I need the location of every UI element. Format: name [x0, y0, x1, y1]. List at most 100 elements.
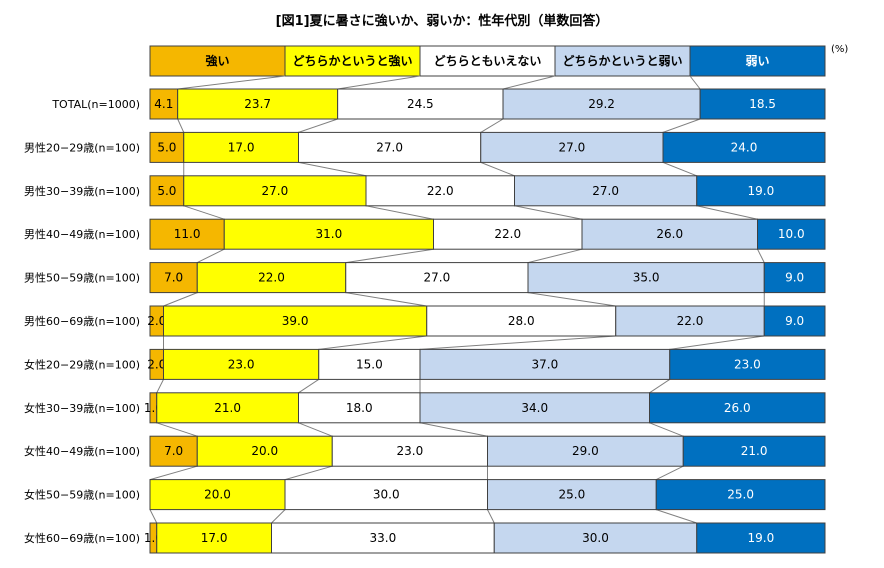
data-label-somewhat-weak: 25.0: [559, 488, 586, 502]
connector-line: [662, 161, 697, 177]
legend-label-strong: 強い: [205, 53, 229, 68]
chart-title: [図1]夏に暑さに強いか、弱いか：性年代別（単数回答）: [275, 14, 609, 29]
data-label-weak: 19.0: [748, 531, 775, 545]
bar-segment-neither: [426, 305, 617, 337]
category-labels: TOTAL(n=1000) 男性20−29歳(n=100) 男性30−39歳(n=1…: [24, 98, 140, 545]
bar-segment-somewhat-weak: [502, 88, 701, 120]
data-label-strong: 11.0: [174, 227, 201, 241]
bar-segment-neither: [433, 218, 583, 250]
legend-label-somewhat-weak: どちらかというと弱い: [562, 53, 682, 68]
connector-line: [696, 205, 758, 220]
data-label-somewhat-weak: 27.0: [592, 184, 619, 198]
bar-segment-somewhat-weak: [493, 522, 698, 554]
connector-line: [689, 75, 701, 90]
connector-line: [163, 292, 198, 307]
connector-line: [480, 118, 504, 133]
bar-segment-neither: [318, 348, 421, 380]
data-label-somewhat-strong: 39.0: [282, 314, 309, 328]
data-label-neither: 30.0: [373, 488, 400, 502]
data-label-neither: 22.0: [494, 227, 521, 241]
bar-segment-strong: [149, 131, 185, 163]
data-label-strong: 5.0: [157, 140, 176, 154]
data-label-somewhat-weak: 30.0: [582, 531, 609, 545]
bar-segment-weak: [682, 435, 826, 467]
connector-line: [662, 118, 701, 133]
bar-segment-somewhat-weak: [419, 392, 650, 424]
bar-segment-neither: [365, 175, 515, 207]
bar-segment-somewhat-strong: [163, 348, 320, 380]
bar-segment-somewhat-weak: [615, 305, 765, 337]
category-label: TOTAL(n=1000): [51, 98, 140, 111]
bar-segment-somewhat-weak: [419, 348, 671, 380]
connector-line: [656, 465, 684, 481]
data-label-strong: 5.0: [157, 184, 176, 198]
unit-label: (%): [831, 44, 848, 55]
connector-line: [502, 75, 556, 90]
data-label-somewhat-weak: 22.0: [677, 314, 704, 328]
data-label-somewhat-weak: 29.0: [572, 444, 599, 458]
data-label-somewhat-strong: 23.0: [228, 357, 255, 371]
data-label-somewhat-weak: 35.0: [633, 271, 660, 285]
bar-segment-weak: [655, 479, 826, 511]
category-label: 男性30−39歳(n=100): [24, 184, 140, 198]
connector-line: [480, 161, 515, 177]
data-label-strong: 7.0: [164, 271, 183, 285]
connector-line: [197, 248, 225, 264]
data-label-weak: 23.0: [734, 357, 761, 371]
connector-line: [271, 509, 286, 524]
bar-segment-somewhat-weak: [487, 435, 684, 467]
bar-segment-somewhat-weak: [487, 479, 657, 511]
category-label: 女性30−39歳(n=100): [24, 401, 140, 415]
data-label-neither: 23.0: [397, 444, 424, 458]
bar-segment-weak: [763, 305, 826, 337]
bar-segment-neither: [337, 88, 504, 120]
connector-line: [149, 465, 198, 481]
bar-segment-weak: [649, 392, 826, 424]
bar-segment-somewhat-weak: [527, 262, 765, 294]
bars: 4.1 23.7 24.5 29.2 18.5 5.0 17.0 27.0 27.0 24.0 5.…: [144, 88, 826, 554]
bar-segment-somewhat-weak: [480, 131, 664, 163]
bar-segment-somewhat-weak: [514, 175, 698, 207]
connector-lines: [149, 75, 765, 524]
connector-line: [419, 422, 488, 437]
data-label-somewhat-weak: 27.0: [559, 140, 586, 154]
data-label-somewhat-strong: 23.7: [244, 97, 271, 111]
data-label-neither: 15.0: [356, 357, 383, 371]
bar-segment-weak: [757, 218, 826, 250]
connector-line: [298, 378, 320, 394]
data-label-neither: 22.0: [427, 184, 454, 198]
category-label: 女性20−29歳(n=100): [24, 357, 140, 371]
data-label-somewhat-weak: 37.0: [532, 357, 559, 371]
connector-line: [337, 75, 421, 90]
legend: 強い どちらかというと強い どちらともいえない どちらかというと弱い 弱い: [149, 45, 826, 77]
data-label-somewhat-strong: 31.0: [316, 227, 343, 241]
bar-segment-weak: [763, 262, 826, 294]
connector-line: [649, 378, 671, 394]
bar-segment-strong: [149, 88, 179, 120]
data-label-strong: 7.0: [164, 444, 183, 458]
data-label-somewhat-weak: 26.0: [656, 227, 683, 241]
data-label-strong: 4.1: [154, 97, 173, 111]
bar-segment-weak: [696, 175, 826, 207]
connector-line: [487, 509, 495, 524]
legend-label-somewhat-strong: どちらかというと強い: [292, 53, 412, 68]
data-label-weak: 9.0: [785, 271, 804, 285]
bar-segment-somewhat-strong: [177, 88, 339, 120]
connector-line: [284, 465, 333, 481]
connector-line: [345, 248, 434, 264]
connector-line: [345, 292, 427, 307]
connector-line: [298, 161, 367, 177]
data-label-weak: 24.0: [731, 140, 758, 154]
bar-segment-somewhat-strong: [156, 392, 299, 424]
connector-line: [318, 335, 427, 350]
connector-line: [669, 335, 765, 350]
bar-segment-neither: [271, 522, 495, 554]
data-label-strong: 2.0: [147, 314, 166, 328]
bar-segment-strong: [149, 435, 198, 467]
connector-line: [183, 205, 225, 220]
data-label-somewhat-strong: 20.0: [204, 488, 231, 502]
data-label-somewhat-strong: 22.0: [258, 271, 285, 285]
connector-line: [177, 75, 286, 90]
category-label: 女性40−49歳(n=100): [24, 444, 140, 458]
data-label-neither: 33.0: [370, 531, 397, 545]
